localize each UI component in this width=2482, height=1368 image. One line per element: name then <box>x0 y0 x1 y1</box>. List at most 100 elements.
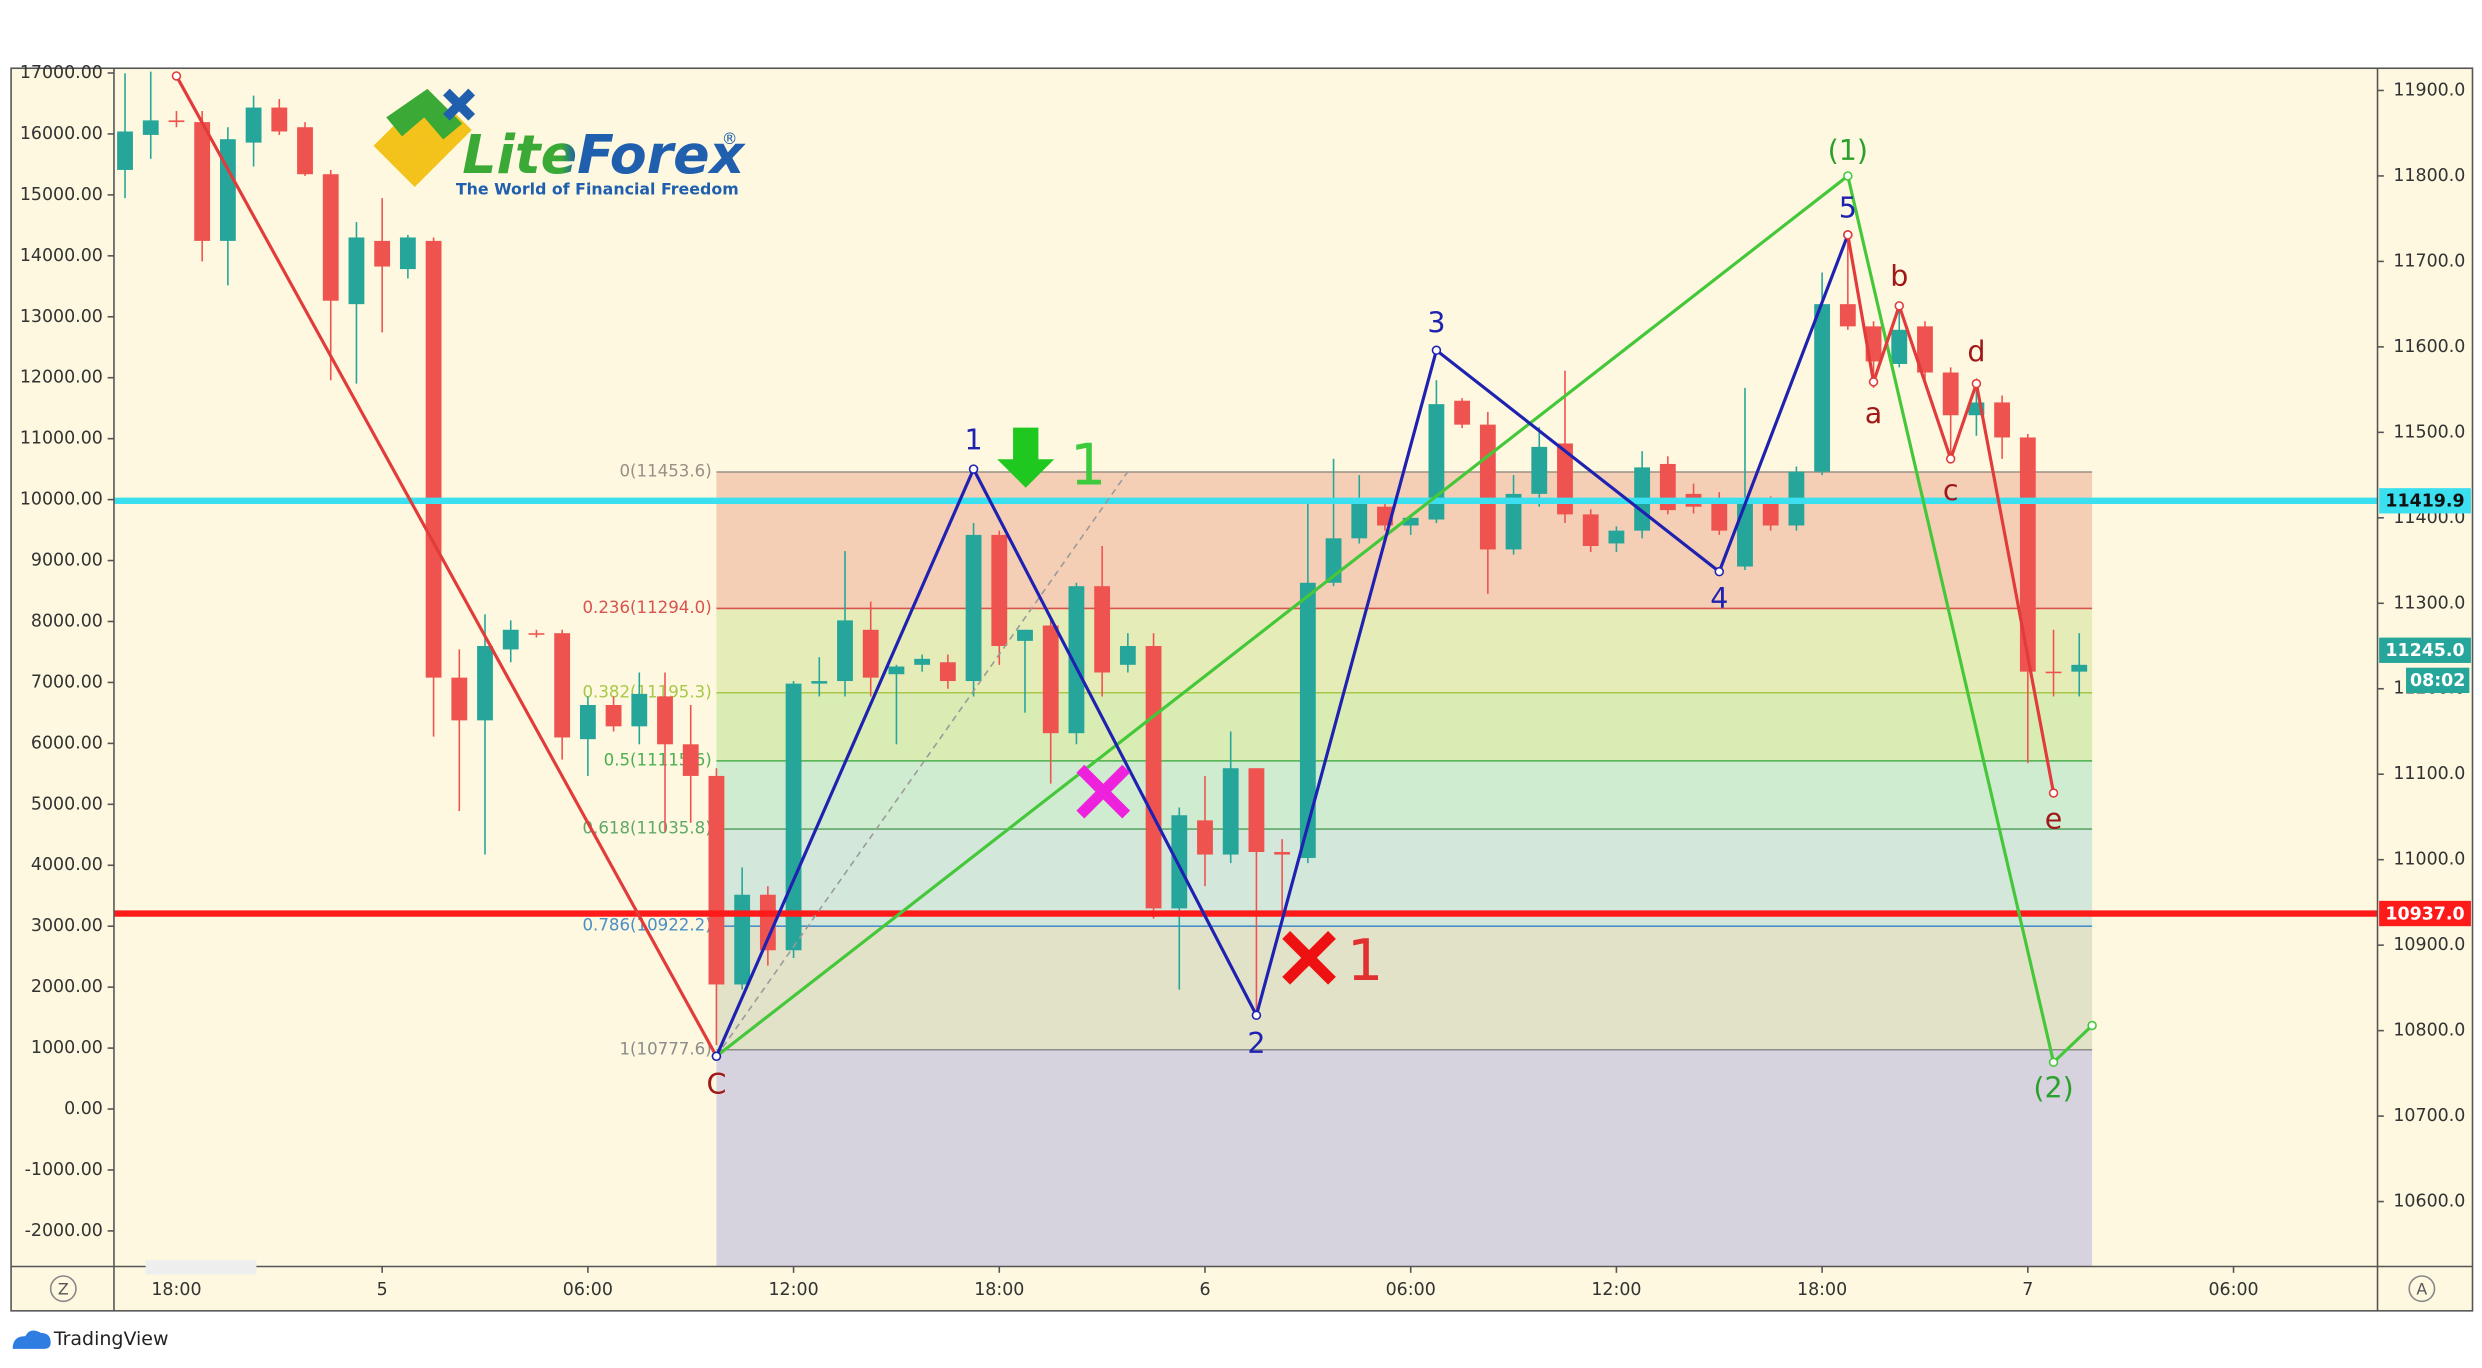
wave-point <box>1868 377 1879 387</box>
x-tick-label: 18:00 <box>974 1280 1024 1300</box>
hline-badge-label: 10937.0 <box>2385 904 2464 924</box>
candle-body <box>1994 402 2011 438</box>
y2-tick-label: 10000.00 <box>20 490 103 510</box>
y2-tick-label: 1000.00 <box>31 1038 103 1058</box>
candle-body <box>297 127 313 175</box>
candle-body <box>1171 815 1188 909</box>
wave-point <box>171 71 182 81</box>
candle-body <box>1479 424 1496 550</box>
countdown-label: 08:02 <box>2410 671 2465 691</box>
wave-line <box>175 75 718 1058</box>
candle-body <box>219 139 236 241</box>
candle-body <box>1839 304 1856 327</box>
wave-label: (2) <box>2033 1072 2073 1105</box>
candle-body <box>2045 671 2062 674</box>
x-tick-label: 12:00 <box>768 1280 818 1300</box>
wave-point <box>2087 1020 2097 1031</box>
candle-body <box>425 240 442 678</box>
scale-button[interactable] <box>49 1275 77 1303</box>
y-tick-label: 11800.0 <box>2393 166 2465 186</box>
y2-tick-label: 4000.00 <box>31 855 103 875</box>
candle-body <box>1274 851 1291 855</box>
fib-band <box>716 926 2093 1050</box>
candle-body <box>1711 503 1728 531</box>
fib-level-label: 1(10777.6) <box>619 1039 711 1058</box>
candle-body <box>1942 372 1959 416</box>
candle-body <box>579 704 596 740</box>
x-tick-label: 18:00 <box>151 1280 201 1300</box>
wave-point <box>1894 301 1905 311</box>
scroll-handle[interactable] <box>145 1260 257 1275</box>
candle-body <box>1505 493 1522 550</box>
logo-registered: ® <box>722 129 738 148</box>
fib-level-label: 0.786(10922.2) <box>582 916 711 935</box>
candle-body <box>1428 404 1445 520</box>
candle-body <box>1068 586 1085 734</box>
y-tick-label: 11900.0 <box>2393 80 2465 100</box>
y2-tick-label: 16000.00 <box>20 124 103 144</box>
candle-body <box>991 534 1008 647</box>
candle-body <box>605 704 622 727</box>
y2-tick-label: -2000.00 <box>25 1221 103 1241</box>
candle-body <box>888 666 905 675</box>
candle-body <box>1531 446 1548 494</box>
wave-point <box>2048 1057 2059 1067</box>
candle-body <box>1017 629 1033 641</box>
candle-body <box>1454 400 1471 425</box>
scale-button-label[interactable]: A <box>2416 1280 2427 1299</box>
wave-label: d <box>1967 335 1985 368</box>
candle-body <box>322 174 339 301</box>
x-tick-label: 06:00 <box>1386 1280 1436 1300</box>
plot-area: 0(11453.6) 0.236(11294.0) 0.382(11195.3) 0.… <box>113 71 2378 1267</box>
candle-body <box>1737 503 1753 567</box>
candle-body <box>1582 514 1599 547</box>
y-tick-label: 10900.0 <box>2393 935 2465 955</box>
candle-body <box>168 120 185 123</box>
y2-tick-label: 11000.00 <box>20 429 103 449</box>
candle-body <box>1042 625 1059 734</box>
fib-level-label: 0.618(11035.8) <box>582 819 711 838</box>
x-tick-label: 7 <box>2022 1280 2033 1300</box>
candle-body <box>1762 503 1779 526</box>
candle-body <box>477 646 493 721</box>
candle-body <box>2071 664 2088 672</box>
candle-body <box>939 662 956 682</box>
y-tick-label: 11500.0 <box>2393 422 2465 442</box>
wave-label: 2 <box>1247 1027 1265 1060</box>
fib-level-label: 0.382(11195.3) <box>582 682 711 701</box>
wave-line <box>1846 234 2056 794</box>
candle-body <box>451 677 468 721</box>
x-tick-label: 5 <box>377 1280 388 1300</box>
y2-tick-label: 9000.00 <box>31 551 103 571</box>
candle-body <box>1248 768 1265 852</box>
candle-body <box>682 744 699 776</box>
fib-level-label: 0.236(11294.0) <box>582 598 711 617</box>
wave-label: c <box>1943 474 1959 507</box>
footer-logo <box>12 1330 51 1349</box>
candle-body <box>708 775 725 985</box>
candle-body <box>271 107 288 132</box>
candle-body <box>348 237 365 305</box>
x-tick-label: 18:00 <box>1797 1280 1847 1300</box>
fib-band <box>716 471 2093 609</box>
candle-body <box>785 683 802 951</box>
fib-band <box>716 608 2093 693</box>
candle-body <box>759 894 776 951</box>
scale-button-label[interactable]: Z <box>58 1280 69 1299</box>
candle-body <box>194 122 211 241</box>
y2-tick-label: -1000.00 <box>25 1160 103 1180</box>
y-tick-label: 10600.0 <box>2393 1192 2465 1212</box>
y2-tick-label: 8000.00 <box>31 611 103 631</box>
arrow-label: 1 <box>1070 432 1106 498</box>
logo-name: LiteForex <box>462 123 746 186</box>
fib-band <box>716 692 2093 761</box>
magenta-cross <box>1076 764 1131 819</box>
scale-button[interactable] <box>2408 1275 2436 1303</box>
candle-body <box>657 696 673 745</box>
y2-tick-label: 6000.00 <box>31 733 103 753</box>
countdown-badge <box>2406 667 2470 694</box>
x-tick-label: 12:00 <box>1591 1280 1641 1300</box>
candle-body <box>1197 820 1213 855</box>
wave-point <box>2048 788 2059 798</box>
